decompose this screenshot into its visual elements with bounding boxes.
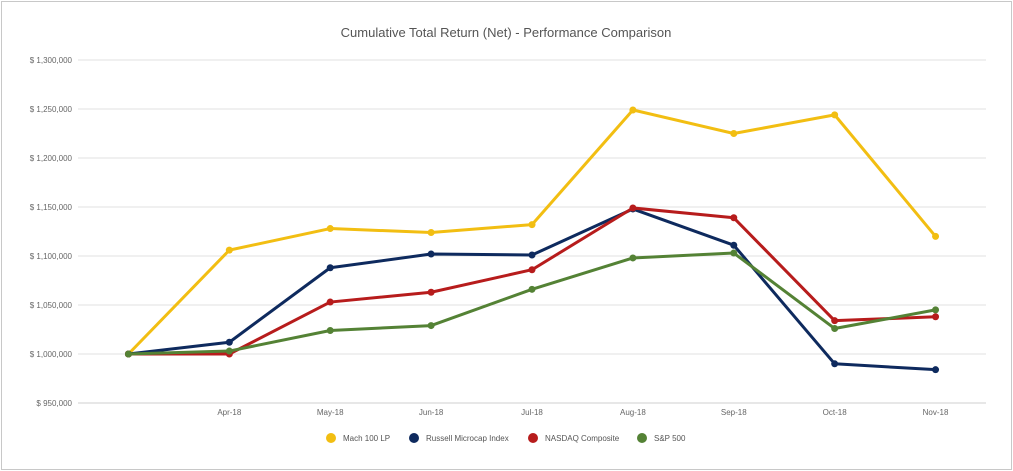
data-point [629,106,637,114]
legend-label: Russell Microcap Index [426,434,509,443]
data-point [225,347,233,355]
data-point [326,298,334,306]
data-point [730,214,738,222]
y-tick-label: $ 1,150,000 [30,203,73,212]
data-point [427,322,435,330]
data-point [932,306,940,314]
data-point [326,264,334,272]
data-point [528,285,536,293]
series-line [126,108,938,356]
y-tick-label: $ 1,200,000 [30,154,73,163]
data-point [427,250,435,258]
data-point [225,246,233,254]
data-point [730,249,738,257]
data-point [730,241,738,249]
x-tick-label: May-18 [317,408,344,417]
data-point [932,232,940,240]
x-tick-label: Oct-18 [823,408,848,417]
x-tick-label: Jun-18 [419,408,444,417]
legend-label: S&P 500 [654,434,686,443]
x-tick-label: Sep-18 [721,408,747,417]
legend-item: Mach 100 LP [326,433,390,443]
legend-item: S&P 500 [637,433,686,443]
data-point [831,317,839,325]
legend-item: Russell Microcap Index [409,433,509,443]
data-point [326,326,334,334]
data-point [629,254,637,262]
data-point [528,221,536,229]
legend-marker [637,433,647,443]
data-point [124,350,132,358]
data-point [427,228,435,236]
series-line [126,206,938,356]
data-point [629,204,637,212]
x-tick-label: Aug-18 [620,408,646,417]
data-point [932,313,940,321]
legend-label: Mach 100 LP [343,434,390,443]
y-tick-label: $ 950,000 [36,399,72,408]
data-point [427,288,435,296]
legend-item: NASDAQ Composite [528,433,620,443]
chart-title: Cumulative Total Return (Net) - Performa… [341,25,672,40]
data-point [831,360,839,368]
data-point [831,111,839,119]
series-0 [124,106,940,358]
legend-label: NASDAQ Composite [545,434,620,443]
x-tick-label: Jul-18 [521,408,543,417]
data-point [225,338,233,346]
y-tick-label: $ 1,300,000 [30,56,73,65]
x-tick-label: Apr-18 [217,408,242,417]
data-point [528,266,536,274]
legend-marker [409,433,419,443]
data-point [932,366,940,374]
data-point [326,225,334,233]
x-tick-label: Nov-18 [923,408,949,417]
y-tick-label: $ 1,000,000 [30,350,73,359]
legend-marker [326,433,336,443]
y-tick-label: $ 1,250,000 [30,105,73,114]
legend-marker [528,433,538,443]
y-tick-label: $ 1,100,000 [30,252,73,261]
data-point [831,325,839,333]
data-point [528,251,536,259]
y-tick-label: $ 1,050,000 [30,301,73,310]
data-point [730,130,738,137]
series-3 [124,249,940,358]
